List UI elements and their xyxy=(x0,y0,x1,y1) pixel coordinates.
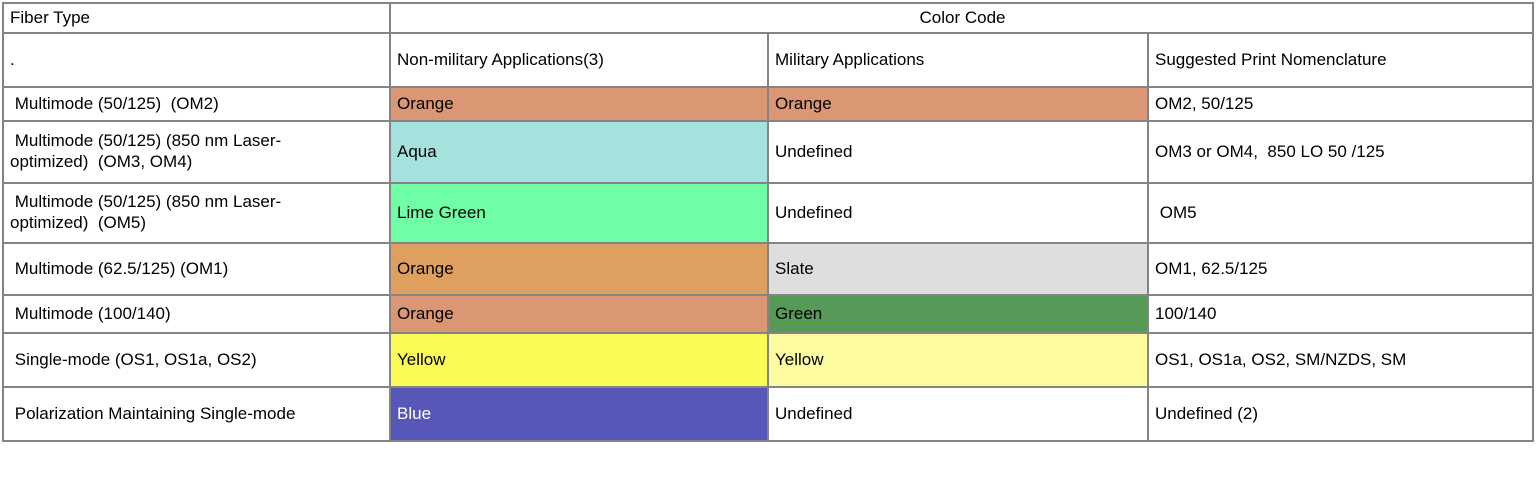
fiber-type-cell: Polarization Maintaining Single-mode xyxy=(2,386,391,442)
color-code-header: Color Code xyxy=(388,2,1535,34)
non-military-color-cell: Blue xyxy=(389,386,769,442)
nomenclature-cell: OM2, 50/125 xyxy=(1146,86,1535,122)
table-row: Multimode (100/140) Orange Green 100/140 xyxy=(2,294,1535,334)
military-color-cell: Undefined xyxy=(767,386,1149,442)
header-row-1: Fiber Type Color Code xyxy=(2,2,1535,34)
nomenclature-header: Suggested Print Nomenclature xyxy=(1146,32,1535,88)
nomenclature-cell: OM5 xyxy=(1146,182,1535,244)
nomenclature-cell: 100/140 xyxy=(1146,294,1535,334)
fiber-type-header: Fiber Type xyxy=(2,2,391,34)
table-row: Single-mode (OS1, OS1a, OS2) Yellow Yell… xyxy=(2,332,1535,388)
table-row: Polarization Maintaining Single-mode Blu… xyxy=(2,386,1535,442)
fiber-type-cell: Multimode (50/125) (OM2) xyxy=(2,86,391,122)
nomenclature-cell: OM1, 62.5/125 xyxy=(1146,242,1535,296)
military-color-cell: Slate xyxy=(767,242,1149,296)
header-row-2: . Non-military Applications(3) Military … xyxy=(2,32,1535,88)
nomenclature-cell: OM3 or OM4, 850 LO 50 /125 xyxy=(1146,120,1535,184)
nomenclature-cell: OS1, OS1a, OS2, SM/NZDS, SM xyxy=(1146,332,1535,388)
non-military-color-cell: Orange xyxy=(389,294,769,334)
table-row: Multimode (62.5/125) (OM1) Orange Slate … xyxy=(2,242,1535,296)
military-header: Military Applications xyxy=(767,32,1149,88)
non-military-header: Non-military Applications(3) xyxy=(389,32,769,88)
non-military-color-cell: Lime Green xyxy=(389,182,769,244)
non-military-color-cell: Yellow xyxy=(389,332,769,388)
fiber-placeholder-header: . xyxy=(2,32,391,88)
table-row: Multimode (50/125) (OM2) Orange Orange O… xyxy=(2,86,1535,122)
table-row: Multimode (50/125) (850 nm Laser- optimi… xyxy=(2,120,1535,184)
non-military-color-cell: Orange xyxy=(389,242,769,296)
fiber-type-cell: Multimode (50/125) (850 nm Laser- optimi… xyxy=(2,120,391,184)
nomenclature-cell: Undefined (2) xyxy=(1146,386,1535,442)
fiber-type-cell: Multimode (50/125) (850 nm Laser- optimi… xyxy=(2,182,391,244)
military-color-cell: Yellow xyxy=(767,332,1149,388)
table-row: Multimode (50/125) (850 nm Laser- optimi… xyxy=(2,182,1535,244)
military-color-cell: Undefined xyxy=(767,182,1149,244)
military-color-cell: Undefined xyxy=(767,120,1149,184)
military-color-cell: Green xyxy=(767,294,1149,334)
non-military-color-cell: Aqua xyxy=(389,120,769,184)
fiber-color-code-table: Fiber Type Color Code . Non-military App… xyxy=(2,2,1535,442)
fiber-type-cell: Multimode (100/140) xyxy=(2,294,391,334)
military-color-cell: Orange xyxy=(767,86,1149,122)
fiber-type-cell: Multimode (62.5/125) (OM1) xyxy=(2,242,391,296)
fiber-type-cell: Single-mode (OS1, OS1a, OS2) xyxy=(2,332,391,388)
non-military-color-cell: Orange xyxy=(389,86,769,122)
